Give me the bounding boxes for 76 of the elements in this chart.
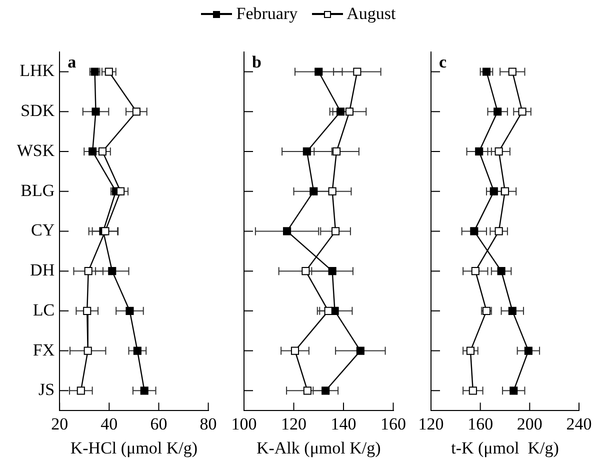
y-tick-label: FX (32, 340, 55, 360)
legend-label: August (346, 4, 396, 24)
legend-label: February (236, 4, 298, 24)
x-tick-label: 120 (281, 414, 306, 434)
point (518, 108, 526, 116)
point (126, 306, 134, 315)
point (108, 267, 116, 276)
point (332, 147, 341, 156)
point (524, 346, 532, 355)
y-tick-label: CY (30, 220, 55, 240)
point (314, 68, 323, 76)
point (490, 187, 498, 196)
point (475, 147, 484, 156)
x-axis-title: K-HCl (μmol K/g) (70, 438, 198, 458)
point (88, 147, 97, 156)
point (510, 386, 518, 395)
chart-title: c (439, 52, 447, 72)
y-tick-label: DH (30, 260, 55, 280)
x-tick-label: 80 (200, 414, 217, 434)
y-tick-label: LC (32, 300, 55, 320)
point (494, 108, 502, 116)
x-tick-label: 40 (100, 414, 118, 434)
x-axis-title: K-Alk (μmol K/g) (256, 438, 381, 458)
point (508, 68, 516, 76)
point (290, 346, 300, 355)
point (471, 267, 480, 276)
point (345, 108, 354, 116)
chart-title: a (68, 52, 77, 72)
point (98, 147, 107, 156)
point (508, 306, 516, 315)
point (133, 346, 142, 355)
x-tick-label: 100 (231, 414, 257, 434)
point (84, 346, 92, 355)
point (132, 108, 140, 116)
point (328, 267, 336, 276)
y-tick-label: BLG (20, 180, 55, 200)
point (322, 386, 330, 395)
point (302, 147, 311, 156)
point (466, 346, 474, 355)
point (76, 386, 85, 395)
point (494, 147, 503, 156)
y-tick-label: LHK (20, 61, 56, 80)
point (104, 68, 113, 76)
point (83, 306, 92, 315)
x-tick-label: 20 (51, 414, 68, 434)
point (140, 386, 148, 395)
point (310, 187, 318, 196)
point (353, 68, 362, 76)
x-tick-label: 200 (516, 414, 542, 434)
y-tick-label: WSK (16, 140, 56, 160)
x-tick-label: 160 (468, 414, 494, 434)
y-tick-label: JS (38, 380, 55, 400)
point (92, 108, 100, 116)
x-tick-label: 240 (566, 414, 592, 434)
point (336, 108, 345, 116)
point (332, 227, 340, 236)
x-axis-title: t-K (μmol K/g) (451, 438, 559, 458)
chart-title: b (252, 52, 262, 72)
point (494, 227, 503, 236)
point (470, 227, 478, 236)
x-tick-label: 140 (330, 414, 356, 434)
point (356, 346, 364, 355)
point (500, 187, 510, 196)
point (302, 267, 310, 276)
point (328, 187, 336, 196)
point (84, 267, 92, 276)
point (468, 386, 477, 395)
point (497, 267, 506, 276)
point (283, 227, 292, 236)
point (303, 386, 312, 395)
x-tick-label: 120 (418, 414, 444, 434)
point (116, 187, 125, 196)
y-tick-label: SDK (20, 101, 56, 120)
x-tick-label: 60 (150, 414, 168, 434)
point (324, 306, 332, 315)
x-tick-label: 160 (380, 414, 406, 434)
